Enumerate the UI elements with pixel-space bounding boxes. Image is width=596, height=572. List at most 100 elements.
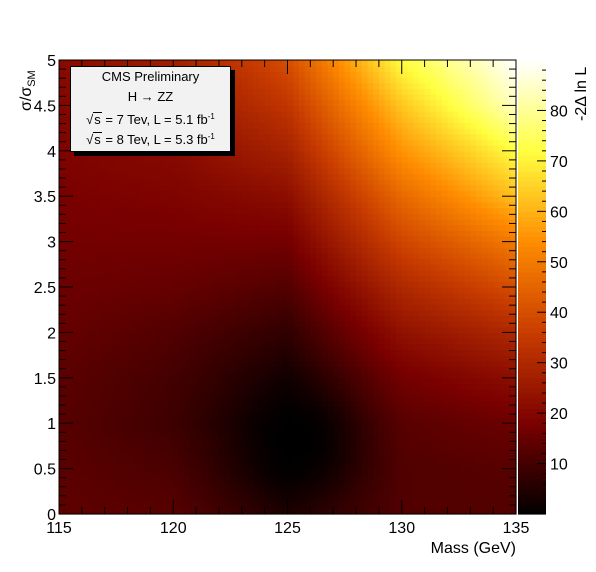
heatmap-cell bbox=[76, 156, 83, 163]
heatmap-cell bbox=[253, 479, 260, 487]
heatmap-cell bbox=[350, 321, 357, 328]
heatmap-cell bbox=[201, 445, 209, 453]
heatmap-cell bbox=[81, 485, 89, 492]
heatmap-cell bbox=[70, 496, 77, 504]
heatmap-cell bbox=[161, 428, 169, 436]
heatmap-cell bbox=[230, 400, 237, 407]
heatmap-cell bbox=[138, 309, 146, 316]
heatmap-cell bbox=[213, 434, 220, 441]
heatmap-cell bbox=[138, 502, 146, 509]
heatmap-cell bbox=[338, 241, 346, 248]
heatmap-cell bbox=[218, 479, 226, 487]
heatmap-cell bbox=[104, 235, 112, 243]
heatmap-cell bbox=[144, 423, 151, 430]
heatmap-cell bbox=[116, 434, 123, 441]
heatmap-cell bbox=[356, 269, 363, 277]
heatmap-cell bbox=[144, 201, 151, 209]
heatmap-cell bbox=[138, 428, 146, 436]
heatmap-cell bbox=[207, 445, 214, 453]
heatmap-cell bbox=[230, 321, 237, 328]
heatmap-cell bbox=[281, 190, 289, 197]
heatmap-cell bbox=[127, 434, 134, 441]
heatmap-cell bbox=[407, 366, 414, 373]
heatmap-cell bbox=[207, 287, 214, 294]
heatmap-cell bbox=[367, 298, 374, 305]
heatmap-cell bbox=[304, 122, 311, 129]
heatmap-cell bbox=[321, 269, 329, 277]
heatmap-cell bbox=[396, 235, 403, 243]
heatmap-cell bbox=[121, 366, 129, 373]
heatmap-cell bbox=[104, 162, 112, 169]
heatmap-cell bbox=[201, 190, 209, 197]
heatmap-cell bbox=[356, 116, 363, 124]
heatmap-cell bbox=[356, 128, 363, 135]
heatmap-cell bbox=[333, 360, 340, 368]
heatmap-cell bbox=[184, 275, 191, 282]
heatmap-cell bbox=[316, 406, 323, 413]
heatmap-cell bbox=[190, 355, 197, 362]
heatmap-cell bbox=[161, 292, 169, 299]
heatmap-cell bbox=[184, 377, 191, 385]
heatmap-cell bbox=[70, 383, 77, 390]
heatmap-cell bbox=[98, 468, 106, 475]
heatmap-cell bbox=[247, 105, 254, 112]
heatmap-cell bbox=[213, 377, 220, 385]
heatmap-cell bbox=[378, 502, 386, 509]
heatmap-cell bbox=[133, 218, 140, 226]
heatmap-cell bbox=[230, 145, 237, 152]
heatmap-cell bbox=[64, 247, 72, 254]
heatmap-cell bbox=[338, 377, 346, 385]
heatmap-cell bbox=[361, 417, 369, 424]
heatmap-cell bbox=[167, 241, 174, 248]
heatmap-cell bbox=[356, 88, 363, 95]
heatmap-cell bbox=[81, 474, 89, 481]
heatmap-cell bbox=[321, 133, 329, 141]
heatmap-cell bbox=[327, 355, 334, 362]
heatmap-cell bbox=[156, 298, 163, 305]
heatmap-cell bbox=[384, 428, 391, 436]
heatmap-cell bbox=[401, 508, 409, 515]
heatmap-cell bbox=[264, 247, 271, 254]
heatmap-cell bbox=[287, 377, 294, 385]
heatmap-cell bbox=[304, 508, 311, 515]
heatmap-cell bbox=[333, 252, 340, 260]
heatmap-cell bbox=[59, 508, 66, 515]
heatmap-cell bbox=[247, 94, 254, 101]
heatmap-cell bbox=[59, 269, 66, 277]
heatmap-cell bbox=[396, 491, 403, 498]
heatmap-cell bbox=[270, 321, 277, 328]
heatmap-cell bbox=[93, 485, 100, 492]
heatmap-cell bbox=[127, 207, 134, 214]
heatmap-cell bbox=[270, 264, 277, 271]
heatmap-cell bbox=[76, 411, 83, 419]
heatmap-cell bbox=[241, 304, 249, 311]
heatmap-cell bbox=[378, 462, 386, 470]
heatmap-cell bbox=[344, 377, 351, 385]
heatmap-cell bbox=[310, 315, 317, 322]
heatmap-cell bbox=[196, 491, 203, 498]
heatmap-cell bbox=[350, 451, 357, 458]
heatmap-cell bbox=[298, 440, 306, 447]
heatmap-cell bbox=[390, 411, 397, 419]
heatmap-cell bbox=[213, 417, 220, 424]
heatmap-cell bbox=[316, 71, 323, 78]
heatmap-cell bbox=[298, 332, 306, 339]
heatmap-cell bbox=[413, 372, 420, 379]
heatmap-cell bbox=[327, 247, 334, 254]
heatmap-cell bbox=[287, 287, 294, 294]
heatmap-cell bbox=[390, 479, 397, 487]
heatmap-cell bbox=[384, 230, 391, 237]
heatmap-cell bbox=[264, 287, 271, 294]
heatmap-cell bbox=[236, 235, 243, 243]
heatmap-cell bbox=[253, 457, 260, 464]
heatmap-cell bbox=[344, 292, 351, 299]
heatmap-cell bbox=[87, 496, 94, 504]
heatmap-cell bbox=[173, 366, 180, 373]
heatmap-cell bbox=[224, 269, 231, 277]
heatmap-cell bbox=[298, 150, 306, 158]
heatmap-cell bbox=[298, 82, 306, 89]
heatmap-cell bbox=[396, 468, 403, 475]
heatmap-cell bbox=[104, 269, 112, 277]
heatmap-cell bbox=[173, 394, 180, 402]
heatmap-cell bbox=[98, 479, 106, 487]
